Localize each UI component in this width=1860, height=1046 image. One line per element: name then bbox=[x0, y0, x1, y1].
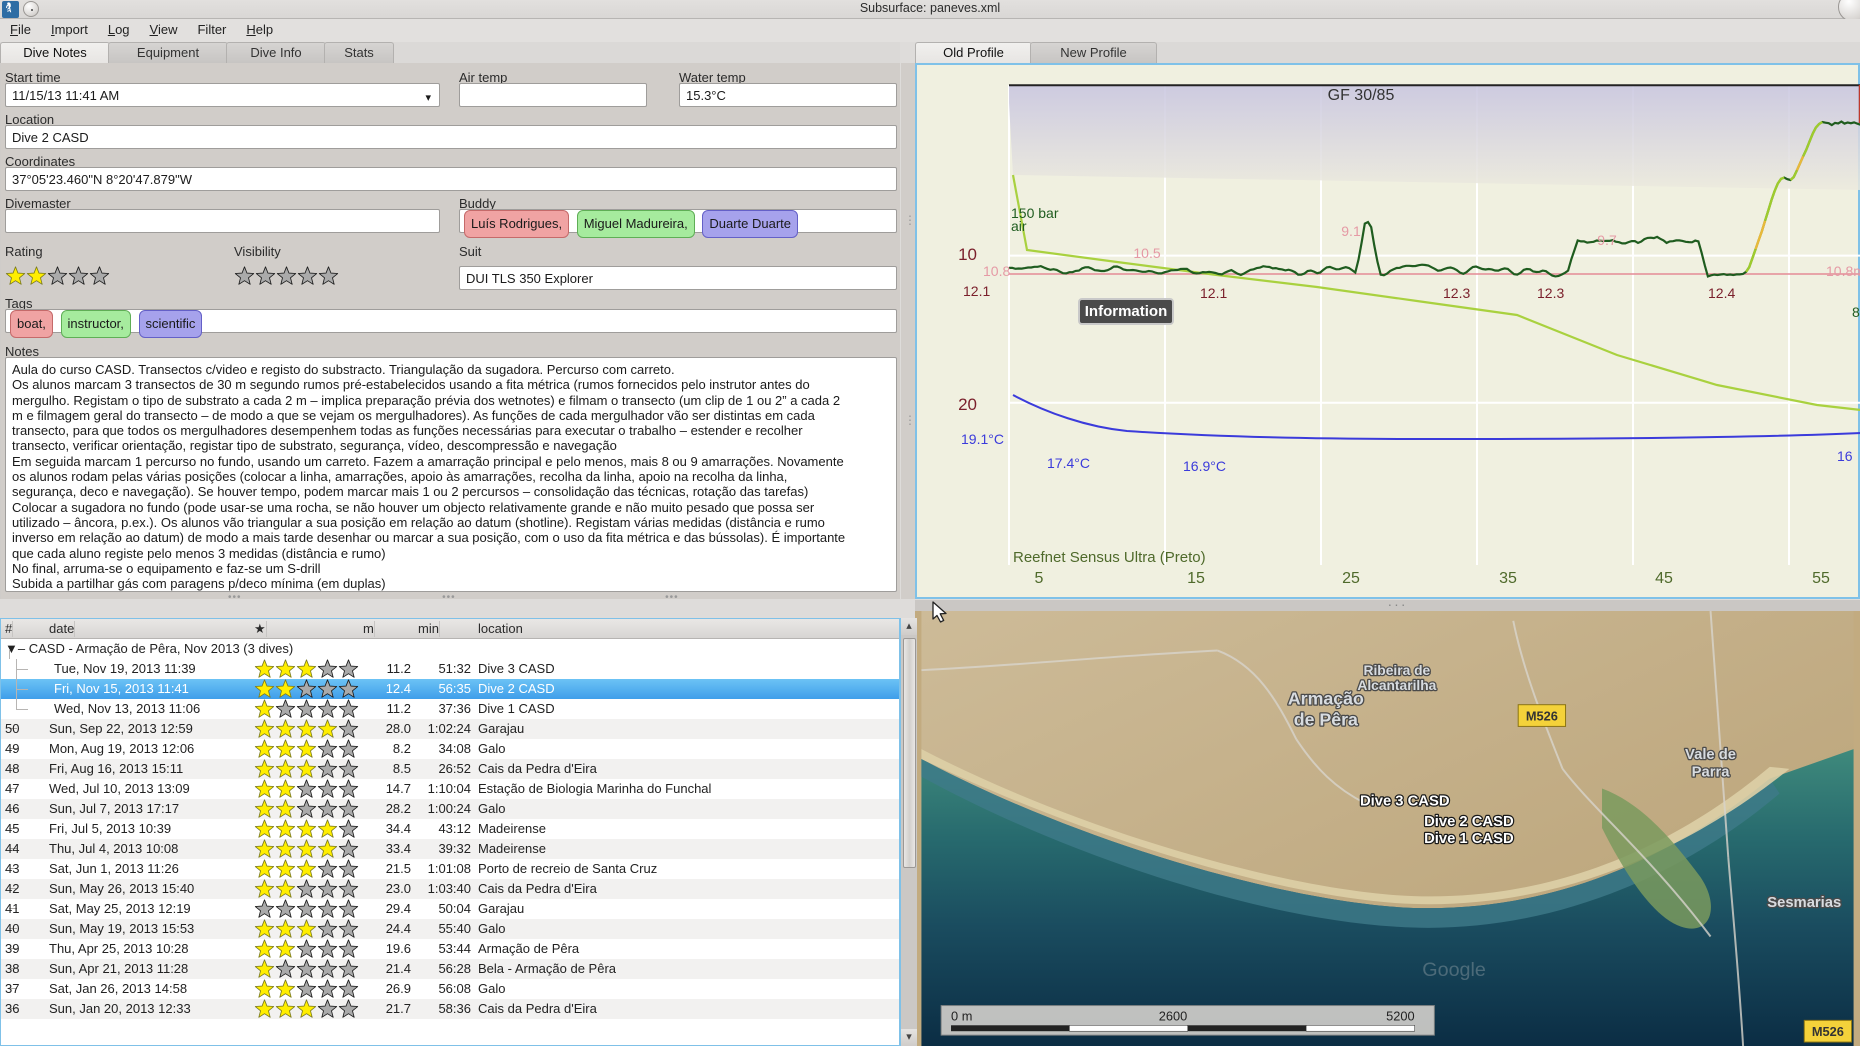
svg-text:10.8: 10.8 bbox=[983, 263, 1010, 279]
svg-text:5: 5 bbox=[1035, 570, 1044, 587]
svg-text:12.1: 12.1 bbox=[963, 283, 990, 299]
svg-text:10: 10 bbox=[958, 245, 977, 264]
svg-text:35: 35 bbox=[1499, 570, 1517, 587]
svg-text:Ribeira de: Ribeira de bbox=[1364, 663, 1431, 678]
svg-text:12.3: 12.3 bbox=[1537, 285, 1564, 301]
svg-text:Alcantarilha: Alcantarilha bbox=[1357, 678, 1436, 693]
svg-text:Dive 2 CASD: Dive 2 CASD bbox=[1424, 814, 1514, 830]
svg-text:Armação: Armação bbox=[1288, 689, 1364, 709]
svg-text:20: 20 bbox=[958, 395, 977, 414]
svg-text:16.9°C: 16.9°C bbox=[1183, 458, 1226, 474]
svg-text:9.7: 9.7 bbox=[1597, 232, 1617, 248]
svg-text:16: 16 bbox=[1837, 448, 1853, 464]
svg-text:10.5: 10.5 bbox=[1133, 245, 1160, 261]
svg-text:air: air bbox=[1011, 218, 1027, 234]
svg-text:55: 55 bbox=[1812, 570, 1830, 587]
svg-text:80: 80 bbox=[1852, 304, 1860, 320]
svg-text:M526: M526 bbox=[1812, 1024, 1844, 1039]
svg-text:GF 30/85: GF 30/85 bbox=[1328, 87, 1395, 104]
svg-text:Reefnet Sensus Ultra (Preto): Reefnet Sensus Ultra (Preto) bbox=[1013, 549, 1206, 566]
svg-text:Parra: Parra bbox=[1692, 765, 1731, 781]
svg-text:25: 25 bbox=[1342, 570, 1360, 587]
svg-text:Vale de: Vale de bbox=[1685, 747, 1736, 763]
svg-text:5200: 5200 bbox=[1386, 1008, 1415, 1023]
svg-text:10.8m: 10.8m bbox=[1826, 263, 1860, 279]
svg-text:M526: M526 bbox=[1526, 708, 1558, 723]
svg-text:19.1°C: 19.1°C bbox=[961, 431, 1004, 447]
svg-text:Google: Google bbox=[1422, 959, 1486, 981]
svg-text:Dive 3 CASD: Dive 3 CASD bbox=[1360, 793, 1450, 809]
svg-text:12.1: 12.1 bbox=[1200, 285, 1227, 301]
svg-text:0 m: 0 m bbox=[951, 1008, 972, 1023]
svg-text:9.1: 9.1 bbox=[1341, 223, 1361, 239]
svg-text:de Pêra: de Pêra bbox=[1294, 709, 1358, 729]
svg-text:Sesmarias: Sesmarias bbox=[1767, 895, 1841, 911]
svg-text:12.3: 12.3 bbox=[1443, 285, 1470, 301]
svg-text:2600: 2600 bbox=[1159, 1008, 1188, 1023]
svg-text:17.4°C: 17.4°C bbox=[1047, 455, 1090, 471]
svg-text:45: 45 bbox=[1655, 570, 1673, 587]
svg-text:12.4: 12.4 bbox=[1708, 285, 1735, 301]
svg-text:Dive 1 CASD: Dive 1 CASD bbox=[1424, 831, 1514, 847]
svg-text:15: 15 bbox=[1187, 570, 1205, 587]
